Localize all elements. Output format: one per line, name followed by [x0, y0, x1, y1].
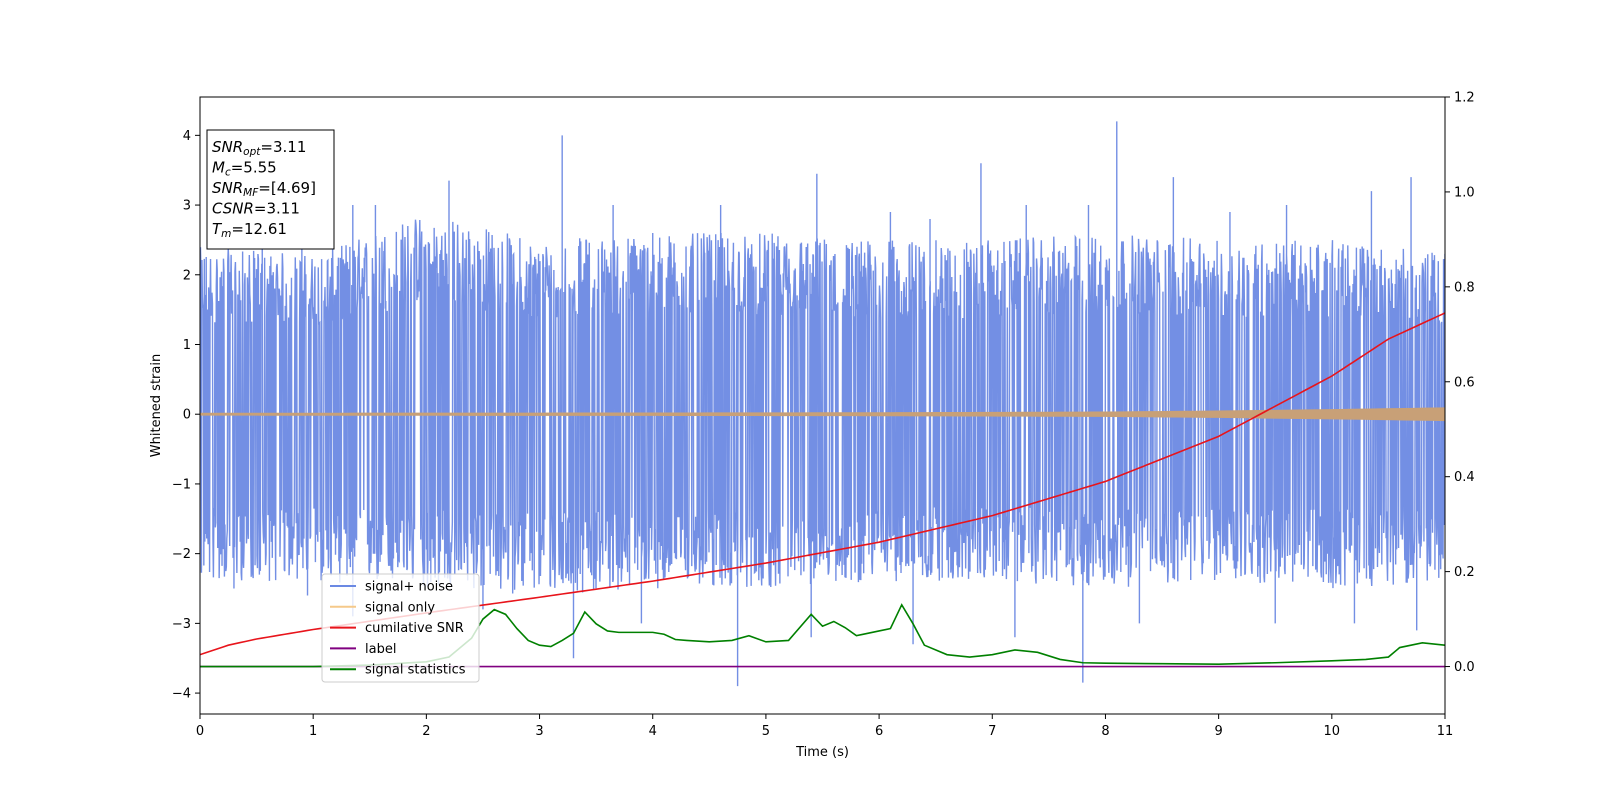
x-tick-label: 2 [422, 724, 430, 739]
y2-tick-label: 0.0 [1454, 660, 1475, 675]
legend-frame [321, 573, 480, 683]
y-tick-label: −4 [172, 687, 191, 702]
legend-label: signal statistics [365, 663, 466, 678]
y-axis-label: Whitened strain [149, 354, 164, 457]
y2-tick-label: 0.2 [1454, 565, 1475, 580]
y-tick-label: 1 [183, 338, 191, 353]
y2-tick-label: 0.4 [1454, 470, 1475, 485]
x-axis-label: Time (s) [795, 745, 849, 760]
signal-only-line [200, 407, 1445, 422]
info-line: CSNR=3.11 [212, 200, 300, 218]
signal-noise-line [200, 121, 1445, 687]
x-tick-label: 5 [762, 724, 770, 739]
x-tick-label: 10 [1324, 724, 1341, 739]
x-tick-label: 4 [649, 724, 657, 739]
x-tick-label: 6 [875, 724, 883, 739]
legend: signal+ noise signal only cumilative SNR la… [321, 573, 480, 683]
info-box-frame [206, 129, 335, 250]
legend-label: label [365, 642, 396, 657]
y-tick-label: 3 [183, 199, 191, 214]
plot-frame [199, 96, 1446, 715]
y-tick-label: 2 [183, 268, 191, 283]
legend-label: signal only [365, 600, 435, 615]
x-tick-label: 1 [309, 724, 317, 739]
y2-tick-label: 0.6 [1454, 375, 1475, 390]
info-line: SNRMF=[4.69] [212, 179, 316, 199]
y-tick-label: −3 [172, 617, 191, 632]
y-tick-label: 0 [183, 408, 191, 423]
y-tick-label: −1 [172, 477, 191, 492]
x-tick-label: 7 [988, 724, 996, 739]
y2-tick-label: 1.0 [1454, 185, 1475, 200]
signal-statistics-line [200, 603, 1445, 668]
info-line: Tm=12.61 [212, 220, 287, 240]
legend-label: signal+ noise [365, 580, 453, 595]
x-tick-label: 3 [535, 724, 543, 739]
legend-label: cumilative SNR [365, 621, 464, 636]
x-tick-label: 9 [1214, 724, 1222, 739]
y2-tick-label: 0.8 [1454, 280, 1475, 295]
x-tick-label: 11 [1437, 724, 1454, 739]
info-line: Mc=5.55 [212, 159, 277, 179]
axes: 0 1 2 3 4 5 6 7 8 9 10 11 −4 −3 −2 −1 0 1 2 3 4 0.0 0.2 0.4 0.6 0… [149, 91, 1475, 761]
info-line: SNRopt=3.11 [212, 138, 306, 158]
x-tick-label: 8 [1101, 724, 1109, 739]
y-tick-label: −2 [172, 547, 191, 562]
x-tick-label: 0 [196, 724, 204, 739]
y2-tick-label: 1.2 [1454, 91, 1475, 106]
y-tick-label: 4 [183, 129, 191, 144]
